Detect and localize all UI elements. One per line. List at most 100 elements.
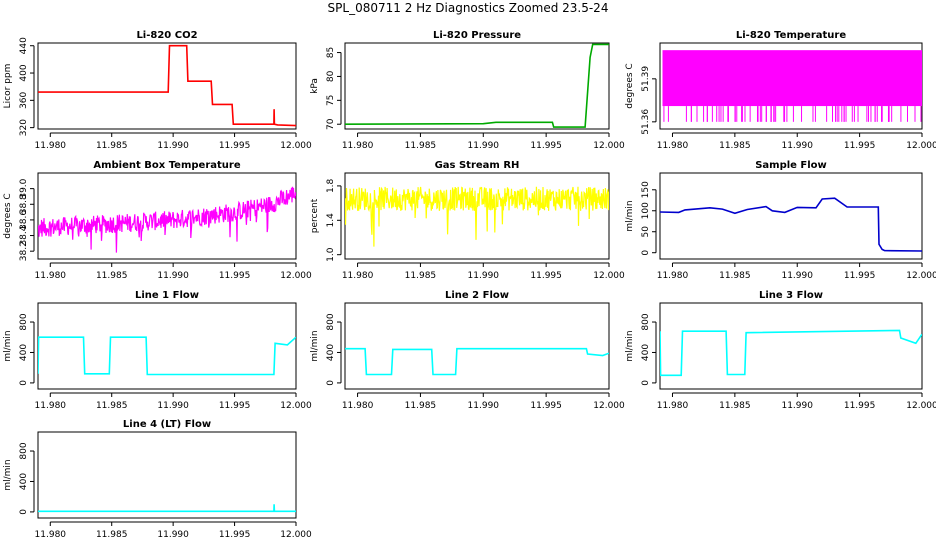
plot-area: [38, 44, 296, 127]
chart-panel-5: Gas Stream RH percent 11.980 11.985 11.990 11…: [310, 160, 625, 281]
chart-panel-3: Li-820 Temperature degrees C 11.980 11.985 1…: [625, 30, 936, 151]
chart-title: Line 2 Flow: [445, 290, 509, 301]
chart-panel-6: Sample Flow ml/min 11.980 11.985 11.990 11.99…: [625, 160, 936, 281]
chart-panel-8: Line 2 Flow ml/min 11.980 11.985 11.990 11.99…: [310, 290, 625, 411]
plot-frame: [344, 302, 610, 390]
x-tick-label: 11.990: [157, 530, 189, 540]
x-tick-label: 11.980: [342, 271, 374, 281]
y-tick-label: 38.8: [19, 194, 29, 214]
y-axis-label: degrees C: [3, 193, 13, 238]
data-series-line: [660, 329, 922, 377]
x-tick-label: 11.995: [530, 401, 562, 411]
plot-area: [38, 336, 296, 376]
x-tick-label: 11.990: [468, 141, 500, 151]
chart-panel-9: Line 3 Flow ml/min 11.980 11.985 11.990 11.99…: [625, 290, 936, 411]
chart-panel-1: Li-820 CO2 Licor ppm 11.980 11.985 11.990 11.…: [3, 30, 312, 151]
x-tick-label: 11.980: [35, 401, 67, 411]
chart-title: Line 1 Flow: [135, 290, 199, 301]
y-axis-label: ml/min: [310, 330, 320, 361]
x-tick-label: 11.990: [157, 141, 189, 151]
data-series-line: [660, 197, 922, 252]
y-axis-label: ml/min: [3, 330, 13, 361]
x-tick-label: 12.000: [280, 401, 312, 411]
plot-frame: [37, 42, 297, 130]
x-tick-label: 11.980: [35, 530, 67, 540]
chart-title: Li-820 CO2: [136, 30, 197, 41]
x-tick-label: 11.990: [468, 271, 500, 281]
y-tick-label: 360: [19, 91, 29, 108]
plot-area: [345, 186, 609, 247]
data-series-line: [345, 186, 609, 247]
x-tick-label: 11.985: [719, 141, 751, 151]
x-tick-label: 11.980: [35, 271, 67, 281]
x-tick-label: 11.990: [781, 141, 813, 151]
plot-frame: [659, 302, 923, 390]
chart-panel-4: Ambient Box Temperature degrees C 11.980 11…: [3, 160, 312, 281]
y-tick-label: 38.4: [19, 225, 29, 245]
data-series-line: [345, 43, 609, 128]
plot-frame: [37, 302, 297, 390]
data-series-line: [38, 336, 296, 376]
x-tick-label: 12.000: [280, 141, 312, 151]
x-tick-label: 11.985: [719, 401, 751, 411]
x-tick-label: 11.985: [96, 271, 128, 281]
plot-area: [345, 347, 609, 376]
x-tick-label: 11.990: [781, 271, 813, 281]
y-tick-label: 1.4: [326, 213, 336, 228]
y-axis-label: Licor ppm: [3, 64, 13, 109]
plot-frame: [37, 172, 297, 260]
plot-area: [660, 197, 922, 252]
plot-frame: [659, 172, 923, 260]
y-axis-label: ml/min: [625, 200, 635, 231]
data-series-line: [38, 186, 296, 253]
y-tick-label: 75: [326, 95, 336, 106]
chart-title: Li-820 Pressure: [433, 30, 521, 41]
y-axis-label: ml/min: [3, 459, 13, 490]
y-tick-label: 50: [641, 226, 651, 238]
chart-title: Line 3 Flow: [759, 290, 823, 301]
x-tick-label: 11.985: [96, 141, 128, 151]
y-tick-label: 85: [326, 47, 336, 58]
y-tick-label: 0: [641, 380, 651, 386]
y-tick-label: 400: [19, 64, 29, 81]
y-tick-label: 800: [326, 313, 336, 330]
chart-title: Gas Stream RH: [435, 160, 520, 171]
y-tick-label: 80: [326, 70, 336, 82]
x-tick-label: 11.995: [530, 141, 562, 151]
plot-frame: [344, 42, 610, 130]
x-tick-label: 11.990: [157, 271, 189, 281]
x-tick-label: 11.995: [530, 271, 562, 281]
x-tick-label: 11.980: [342, 141, 374, 151]
x-tick-label: 12.000: [593, 141, 625, 151]
x-tick-label: 12.000: [906, 271, 936, 281]
chart-title: Sample Flow: [755, 160, 827, 171]
y-tick-label: 400: [19, 473, 29, 490]
x-tick-label: 11.985: [405, 141, 437, 151]
chart-panel-2: Li-820 Pressure kPa 11.980 11.985 11.990 11.9…: [310, 30, 625, 151]
plot-frame: [37, 431, 297, 519]
plot-area: [660, 329, 922, 377]
x-tick-label: 11.985: [405, 271, 437, 281]
x-tick-label: 11.980: [657, 401, 689, 411]
x-tick-label: 11.980: [657, 141, 689, 151]
x-tick-label: 11.995: [844, 141, 876, 151]
y-tick-label: 1.0: [326, 247, 336, 262]
y-axis-label: ml/min: [625, 330, 635, 361]
y-tick-label: 51.36: [641, 109, 651, 135]
y-tick-label: 0: [19, 380, 29, 386]
x-tick-label: 12.000: [906, 401, 936, 411]
x-tick-label: 11.995: [219, 271, 251, 281]
y-tick-label: 150: [641, 181, 651, 198]
y-tick-label: 320: [19, 119, 29, 136]
y-axis-label: degrees C: [625, 63, 635, 108]
y-tick-label: 51.39: [641, 66, 651, 92]
y-tick-label: 38.2: [19, 241, 29, 261]
x-tick-label: 11.980: [342, 401, 374, 411]
x-tick-label: 11.980: [657, 271, 689, 281]
x-tick-label: 12.000: [593, 401, 625, 411]
x-tick-label: 11.980: [35, 141, 67, 151]
plot-area: [662, 50, 922, 122]
plot-area: [38, 504, 296, 513]
x-tick-label: 12.000: [280, 271, 312, 281]
